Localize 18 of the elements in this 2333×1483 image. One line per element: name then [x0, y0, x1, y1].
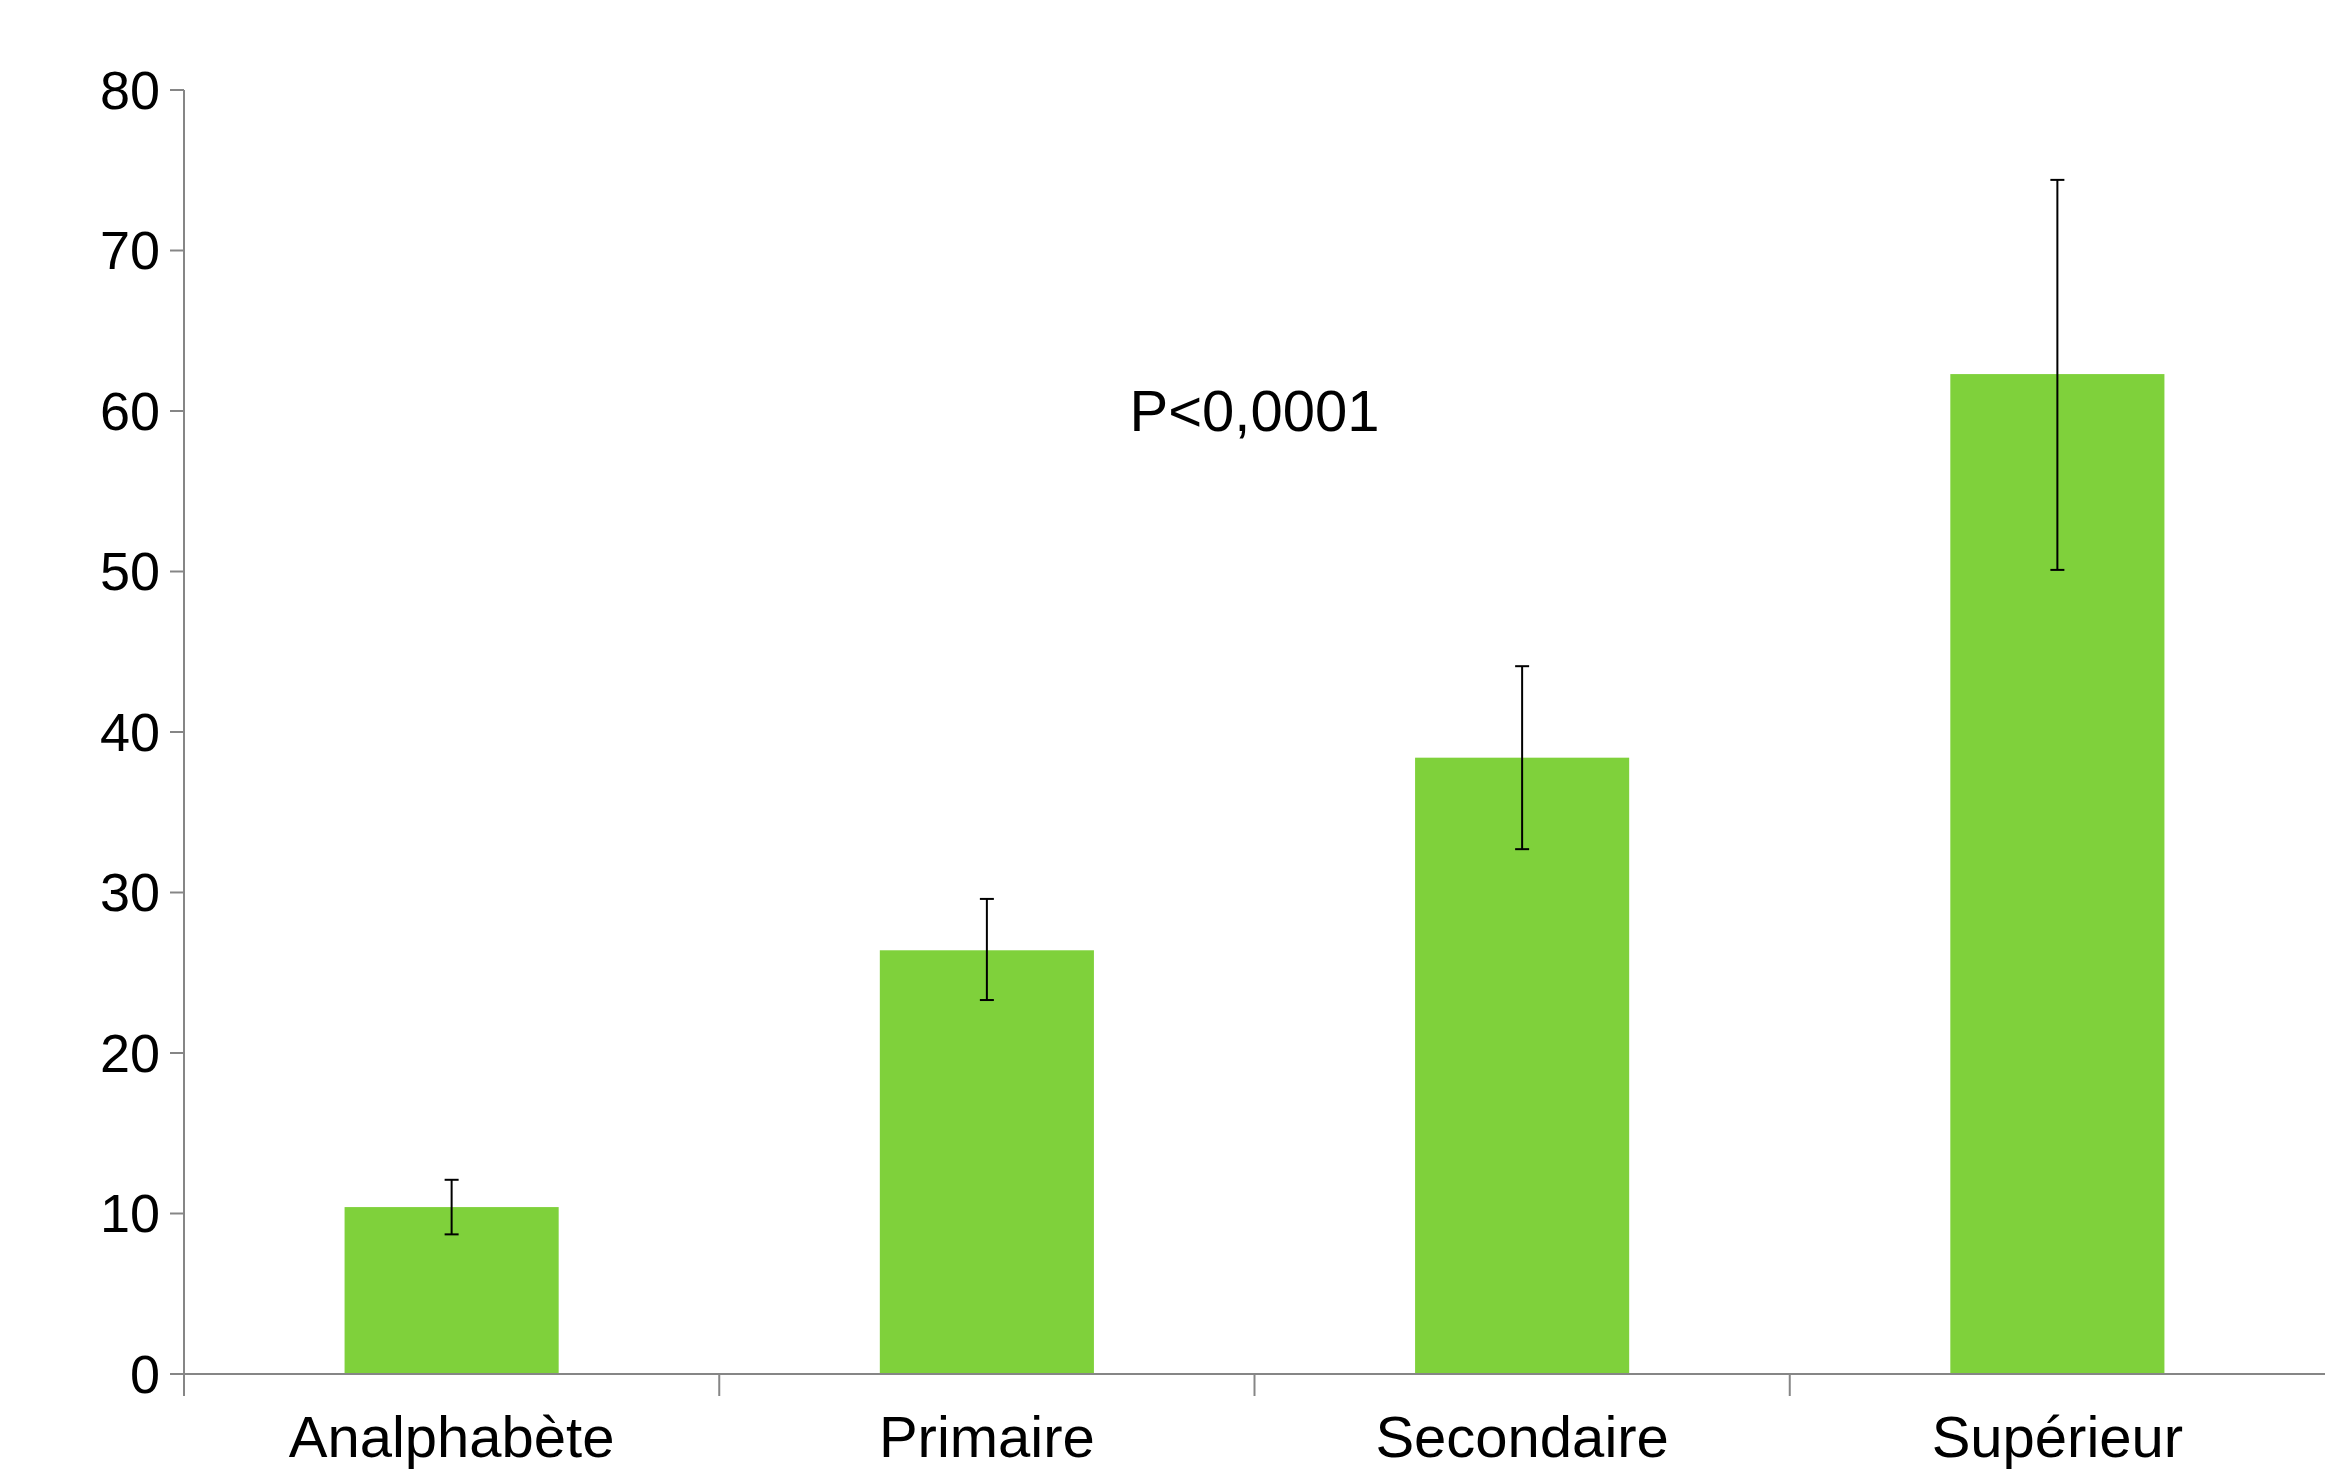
x-tick-label: Primaire — [878, 1404, 1095, 1469]
annotation: P<0,0001 — [1129, 378, 1380, 443]
y-tick-label: 40 — [99, 701, 160, 762]
x-tick-label: Secondaire — [1375, 1404, 1669, 1469]
y-tick-label: 50 — [99, 541, 160, 602]
y-tick-label: 20 — [99, 1022, 160, 1083]
y-tick-label: 0 — [129, 1343, 160, 1404]
bar — [1415, 757, 1630, 1374]
x-tick-label: Analphabète — [288, 1404, 615, 1469]
y-tick-label: 70 — [99, 220, 160, 281]
y-tick-label: 30 — [99, 862, 160, 923]
bar — [1950, 374, 2165, 1374]
y-tick-label: 60 — [99, 380, 160, 441]
bar — [879, 950, 1094, 1374]
x-tick-label: Supérieur — [1931, 1404, 2184, 1469]
y-tick-label: 10 — [99, 1183, 160, 1244]
bar — [344, 1207, 559, 1374]
y-tick-label: 80 — [99, 59, 160, 120]
